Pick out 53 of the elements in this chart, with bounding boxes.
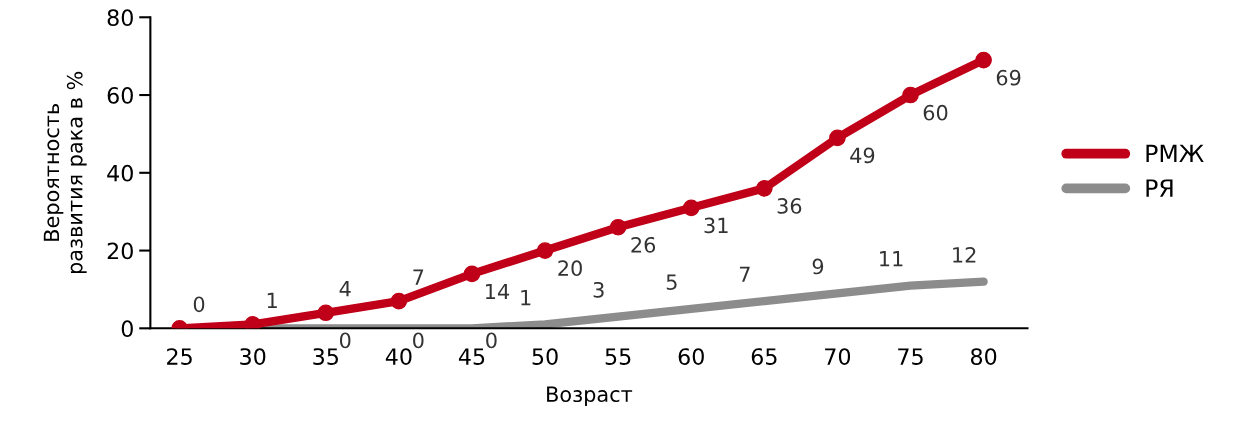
data-label: 3	[593, 281, 604, 298]
data-label: 69	[996, 69, 1021, 86]
point	[463, 265, 481, 283]
y-tick-label: 80	[107, 9, 133, 27]
x-tick-label: 30	[240, 348, 266, 365]
data-label: 5	[666, 274, 677, 290]
x-tick-label: 55	[605, 348, 631, 365]
y-tick-label: 0	[121, 320, 133, 338]
x-tick-label: 40	[385, 348, 412, 365]
legend-label: РМЖ	[1146, 144, 1204, 162]
data-label: 36	[777, 198, 802, 214]
y-tick-label: 60	[107, 86, 133, 104]
data-label: 31	[704, 217, 728, 234]
data-label: 12	[953, 246, 976, 263]
x-tick-label: 25	[167, 348, 192, 365]
data-label: 0	[486, 332, 497, 349]
y-tick-label: 40	[107, 164, 133, 182]
x-tick-label: 50	[532, 348, 558, 365]
data-label: 7	[413, 269, 424, 285]
point	[829, 129, 846, 147]
point	[390, 292, 408, 310]
y-tick-label: 20	[107, 242, 133, 260]
data-label: 26	[631, 236, 656, 253]
point	[902, 86, 919, 104]
x-tick-label: 80	[970, 348, 997, 365]
point	[755, 180, 773, 197]
data-label: 0	[413, 332, 424, 349]
data-label: 4	[339, 281, 351, 297]
data-label: 20	[558, 260, 582, 277]
x-tick-label: 65	[751, 348, 777, 365]
data-label: 14	[486, 283, 510, 300]
x-tick-label: 35	[313, 348, 338, 365]
data-label: 60	[923, 104, 948, 121]
x-tick-label: 70	[825, 348, 851, 365]
point	[682, 199, 700, 217]
x-tick-label: 75	[898, 348, 923, 365]
point	[536, 242, 554, 259]
data-label: 11	[880, 251, 903, 267]
data-label: 7	[739, 266, 750, 282]
point	[609, 218, 627, 236]
data-label: 49	[850, 147, 875, 164]
legend-label: РЯ	[1146, 179, 1173, 197]
x-tick-label: 60	[678, 348, 704, 365]
data-label: 0	[193, 296, 205, 313]
x-tick-label: 45	[458, 348, 485, 365]
data-label: 9	[812, 258, 824, 275]
point	[317, 304, 335, 322]
data-label: 1	[267, 292, 277, 308]
x-axis-title: Возраст	[547, 386, 633, 407]
y-axis-title: Вероятность развития рака в %	[43, 71, 87, 274]
data-label: 0	[339, 332, 351, 349]
point	[975, 51, 992, 69]
data-label: 1	[521, 289, 531, 306]
